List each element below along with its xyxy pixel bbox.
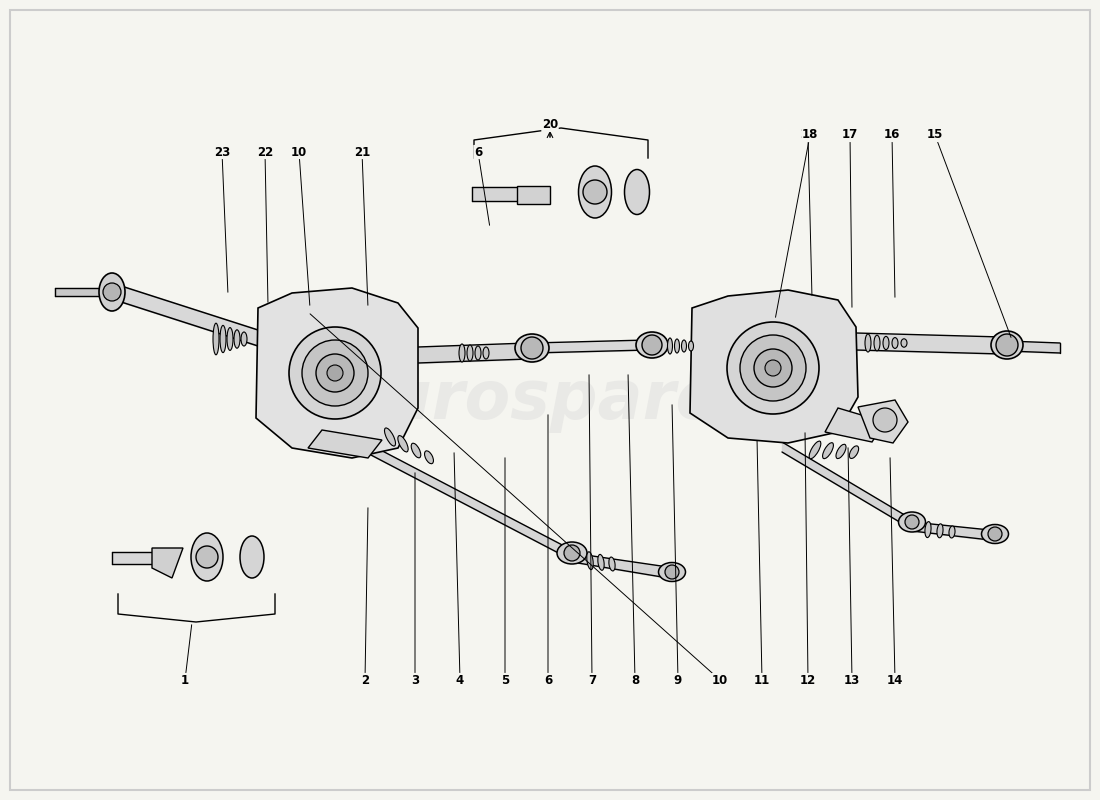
Polygon shape — [256, 288, 418, 458]
Circle shape — [103, 283, 121, 301]
Ellipse shape — [579, 166, 612, 218]
Circle shape — [302, 340, 368, 406]
Ellipse shape — [674, 339, 680, 353]
Ellipse shape — [557, 542, 587, 564]
Text: 1: 1 — [180, 674, 189, 686]
Circle shape — [583, 180, 607, 204]
Text: 14: 14 — [887, 674, 903, 686]
Text: 5: 5 — [500, 674, 509, 686]
Text: 19: 19 — [800, 129, 816, 142]
Circle shape — [988, 527, 1002, 541]
Ellipse shape — [468, 345, 473, 361]
Polygon shape — [690, 290, 858, 443]
Text: eurospares: eurospares — [339, 367, 761, 433]
Circle shape — [327, 365, 343, 381]
Text: 10: 10 — [712, 674, 728, 686]
Ellipse shape — [240, 536, 264, 578]
Text: 16: 16 — [883, 129, 900, 142]
Ellipse shape — [609, 557, 615, 571]
Ellipse shape — [213, 323, 219, 355]
Text: 15: 15 — [927, 129, 943, 142]
Ellipse shape — [874, 335, 880, 350]
Ellipse shape — [515, 334, 549, 362]
Ellipse shape — [836, 444, 846, 458]
Text: 12: 12 — [800, 674, 816, 686]
Ellipse shape — [398, 435, 408, 452]
Ellipse shape — [241, 332, 248, 346]
Ellipse shape — [901, 339, 908, 347]
Circle shape — [316, 354, 354, 392]
Ellipse shape — [849, 446, 859, 458]
Ellipse shape — [991, 331, 1023, 359]
Ellipse shape — [475, 346, 481, 360]
Text: 21: 21 — [354, 146, 370, 158]
Circle shape — [521, 337, 543, 359]
Circle shape — [666, 565, 679, 579]
Circle shape — [196, 546, 218, 568]
Polygon shape — [308, 430, 382, 458]
Circle shape — [754, 349, 792, 387]
Ellipse shape — [937, 524, 943, 538]
Ellipse shape — [925, 522, 931, 538]
Ellipse shape — [682, 340, 686, 352]
Text: 17: 17 — [842, 129, 858, 142]
Text: 7: 7 — [587, 674, 596, 686]
Ellipse shape — [883, 336, 889, 350]
Ellipse shape — [234, 330, 240, 348]
Text: 10: 10 — [290, 146, 307, 158]
Polygon shape — [152, 548, 183, 578]
Ellipse shape — [668, 338, 672, 354]
Ellipse shape — [385, 428, 396, 446]
Ellipse shape — [191, 533, 223, 581]
Circle shape — [727, 322, 820, 414]
Ellipse shape — [949, 526, 955, 538]
Text: 9: 9 — [674, 674, 682, 686]
Ellipse shape — [220, 326, 225, 353]
Ellipse shape — [899, 512, 925, 532]
Ellipse shape — [227, 328, 233, 350]
Bar — [517, 186, 550, 204]
Circle shape — [905, 515, 918, 529]
Ellipse shape — [425, 451, 433, 464]
Ellipse shape — [981, 525, 1009, 543]
Ellipse shape — [689, 341, 693, 351]
Ellipse shape — [411, 443, 421, 458]
Ellipse shape — [483, 347, 490, 359]
Text: 23: 23 — [213, 146, 230, 158]
Text: 11: 11 — [754, 674, 770, 686]
Ellipse shape — [586, 552, 593, 570]
Ellipse shape — [823, 442, 834, 458]
Ellipse shape — [659, 562, 685, 582]
Text: 6: 6 — [474, 146, 482, 158]
Text: 18: 18 — [802, 129, 818, 142]
Circle shape — [564, 545, 580, 561]
Ellipse shape — [810, 441, 821, 458]
Ellipse shape — [892, 338, 898, 349]
Text: 22: 22 — [257, 146, 273, 158]
Text: 4: 4 — [455, 674, 464, 686]
Text: 20: 20 — [542, 118, 558, 131]
Text: 6: 6 — [543, 674, 552, 686]
Text: 2: 2 — [361, 674, 370, 686]
Text: 8: 8 — [631, 674, 639, 686]
Polygon shape — [825, 408, 886, 442]
Circle shape — [289, 327, 381, 419]
Circle shape — [996, 334, 1018, 356]
Polygon shape — [858, 400, 907, 443]
Ellipse shape — [597, 554, 604, 570]
Circle shape — [642, 335, 662, 355]
Text: 3: 3 — [411, 674, 419, 686]
Ellipse shape — [625, 170, 649, 214]
Ellipse shape — [459, 344, 465, 362]
Ellipse shape — [636, 332, 668, 358]
Ellipse shape — [99, 273, 125, 311]
Circle shape — [740, 335, 806, 401]
Text: 13: 13 — [844, 674, 860, 686]
Ellipse shape — [865, 334, 871, 352]
Circle shape — [873, 408, 896, 432]
Circle shape — [764, 360, 781, 376]
